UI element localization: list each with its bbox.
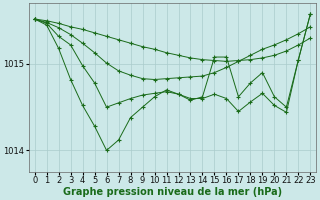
X-axis label: Graphe pression niveau de la mer (hPa): Graphe pression niveau de la mer (hPa) — [63, 187, 282, 197]
